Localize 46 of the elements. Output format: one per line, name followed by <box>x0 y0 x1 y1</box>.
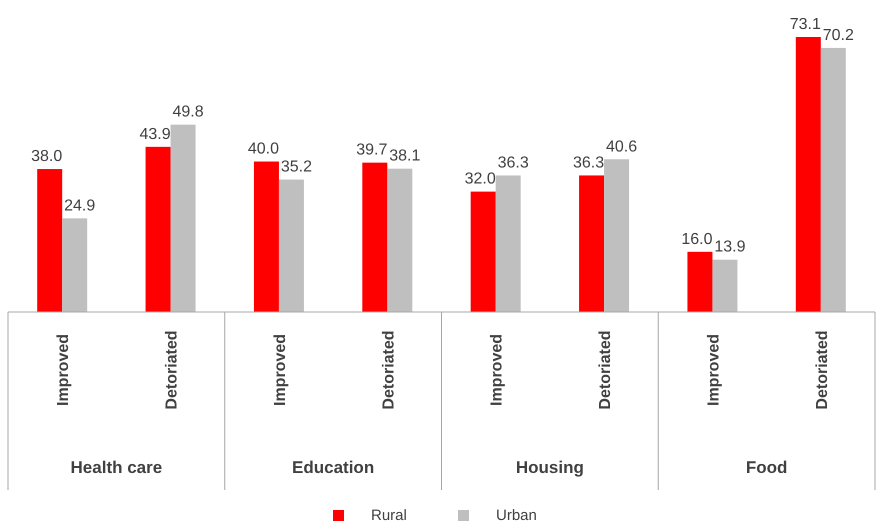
x-tick-label: Improved <box>488 334 506 406</box>
bar <box>170 124 196 312</box>
data-label: 16.0 <box>681 230 713 248</box>
bar <box>278 180 304 312</box>
data-label: 70.2 <box>822 26 854 44</box>
data-label: 40.0 <box>248 140 280 158</box>
data-label: 43.9 <box>139 126 171 143</box>
data-label: 49.8 <box>172 104 204 121</box>
text: Education <box>292 458 374 477</box>
bar <box>796 37 821 312</box>
data-label: 13.9 <box>714 238 746 256</box>
x-tick-label: Detoriated <box>597 330 614 410</box>
bar <box>470 192 496 312</box>
bar <box>820 48 846 312</box>
bar <box>604 159 630 312</box>
text: Health care <box>70 458 162 477</box>
legend-label: Urban <box>496 507 537 524</box>
data-label: 38.1 <box>389 148 420 165</box>
bar <box>62 218 88 312</box>
x-tick-label: Improved <box>705 334 722 406</box>
text: Food <box>746 458 788 477</box>
bar <box>37 169 62 312</box>
legend-label: Rural <box>371 507 407 524</box>
data-label: 35.2 <box>280 158 312 176</box>
bar <box>687 252 712 312</box>
x-tick-label: Detoriated <box>164 330 181 410</box>
x-tick-label: Detoriated <box>814 330 831 410</box>
data-label: 36.3 <box>572 154 604 172</box>
bar <box>579 175 604 312</box>
data-label: 39.7 <box>356 142 388 159</box>
data-label: 36.3 <box>498 154 529 172</box>
x-tick-label: Detoriated <box>380 330 398 410</box>
data-label: 24.9 <box>64 197 96 214</box>
bar <box>496 175 521 312</box>
bar <box>387 168 412 312</box>
bar <box>254 162 279 312</box>
bar <box>362 162 388 312</box>
data-label: 32.0 <box>464 170 496 188</box>
bar <box>146 146 171 312</box>
text: Housing <box>516 458 584 477</box>
data-label: 40.6 <box>606 138 638 156</box>
x-tick-label: Improved <box>55 334 72 406</box>
data-label: 38.0 <box>31 148 62 166</box>
x-tick-label: Improved <box>272 334 289 406</box>
data-label: 73.1 <box>790 16 821 33</box>
bar <box>712 260 738 312</box>
